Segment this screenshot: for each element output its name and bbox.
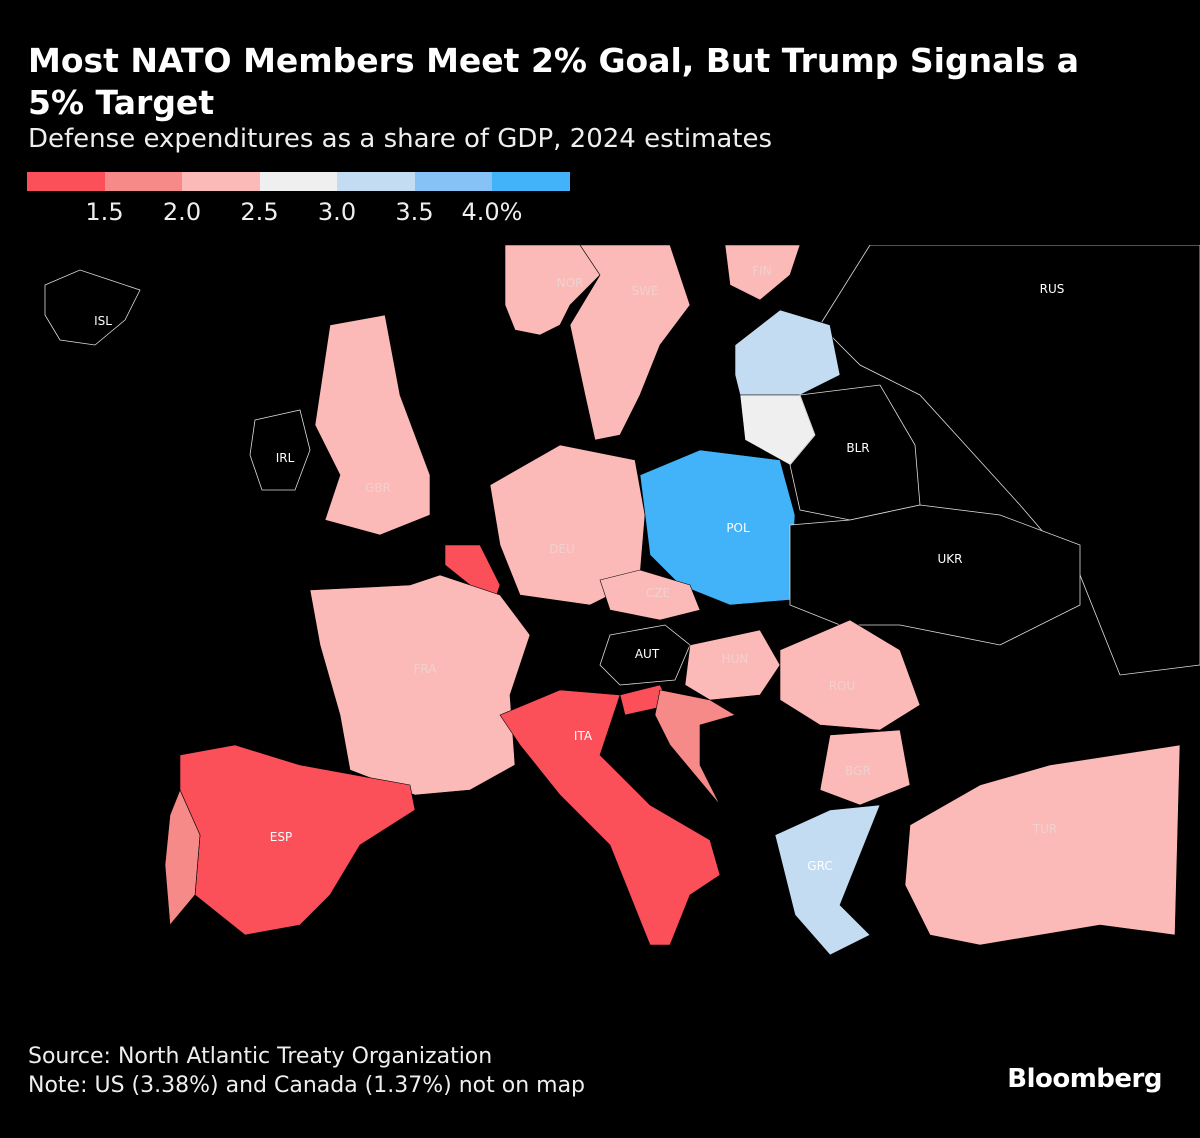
- legend-tick: 2.5: [240, 198, 279, 226]
- country-label: AUT: [635, 647, 660, 661]
- legend-tick: 4.0%: [461, 198, 523, 226]
- country-swe: [569, 245, 691, 441]
- country-fin: [724, 245, 801, 301]
- footer-notes: Source: North Atlantic Treaty Organizati…: [28, 1042, 585, 1100]
- chart-title: Most NATO Members Meet 2% Goal, But Trum…: [28, 41, 1080, 122]
- legend-tick: 3.5: [395, 198, 434, 226]
- country-cze: [599, 569, 701, 621]
- country-label: RUS: [1040, 282, 1065, 296]
- country-label: BGR: [845, 764, 871, 778]
- chart-subtitle: Defense expenditures as a share of GDP, …: [28, 124, 773, 154]
- country-label: IRL: [276, 451, 295, 465]
- country-prt: [164, 789, 201, 926]
- country-ukr: [789, 504, 1081, 646]
- legend-swatch: [259, 172, 337, 191]
- country-label: ISL: [94, 314, 112, 328]
- country-isl: [44, 269, 141, 346]
- legend-swatch: [182, 172, 260, 191]
- color-legend: [27, 172, 570, 191]
- country-label: SWE: [631, 284, 658, 298]
- country-label: POL: [726, 521, 750, 535]
- country-rou: [779, 619, 921, 731]
- country-label: HUN: [722, 652, 749, 666]
- legend-swatch: [492, 172, 570, 191]
- country-est_lva: [734, 309, 841, 396]
- country-hrv: [654, 689, 736, 806]
- country-label: NOR: [557, 276, 584, 290]
- country-irl: [249, 409, 311, 491]
- country-ita: [499, 689, 721, 946]
- note-text: Note: US (3.38%) and Canada (1.37%) not …: [28, 1073, 586, 1098]
- country-label: BLR: [846, 441, 869, 455]
- country-label: CZE: [646, 586, 670, 600]
- country-fra: [309, 574, 531, 796]
- country-label: ITA: [574, 729, 593, 743]
- country-label: GBR: [365, 481, 391, 495]
- country-label: FRA: [414, 662, 438, 676]
- legend-swatch: [414, 172, 492, 191]
- legend-swatch: [104, 172, 182, 191]
- legend-tick: 3.0: [317, 198, 357, 226]
- legend-tick: 1.5: [85, 198, 124, 226]
- europe-map: ISL NOR SWE FIN RUS IRL GBR BLR DEU POL UKR CZE AUT F…: [44, 245, 1200, 956]
- country-bgr: [819, 729, 911, 806]
- bloomberg-logo: Bloomberg: [1007, 1064, 1162, 1094]
- country-aut: [599, 624, 691, 686]
- country-label: ROU: [829, 679, 856, 693]
- country-gbr: [314, 314, 431, 536]
- legend-swatch: [27, 172, 105, 191]
- country-label: UKR: [938, 552, 963, 566]
- country-label: FIN: [752, 264, 771, 278]
- country-label: TUR: [1032, 822, 1057, 836]
- legend-ticks: 1.5 2.0 2.5 3.0 3.5 4.0%: [27, 198, 572, 230]
- country-hun: [684, 629, 781, 701]
- source-text: Source: North Atlantic Treaty Organizati…: [28, 1044, 493, 1069]
- country-label: DEU: [549, 542, 575, 556]
- legend-swatch: [337, 172, 415, 191]
- country-tur: [904, 744, 1181, 946]
- legend-tick: 2.0: [162, 198, 202, 226]
- country-label: ESP: [270, 830, 292, 844]
- country-label: GRC: [807, 859, 832, 873]
- country-grc: [774, 804, 881, 956]
